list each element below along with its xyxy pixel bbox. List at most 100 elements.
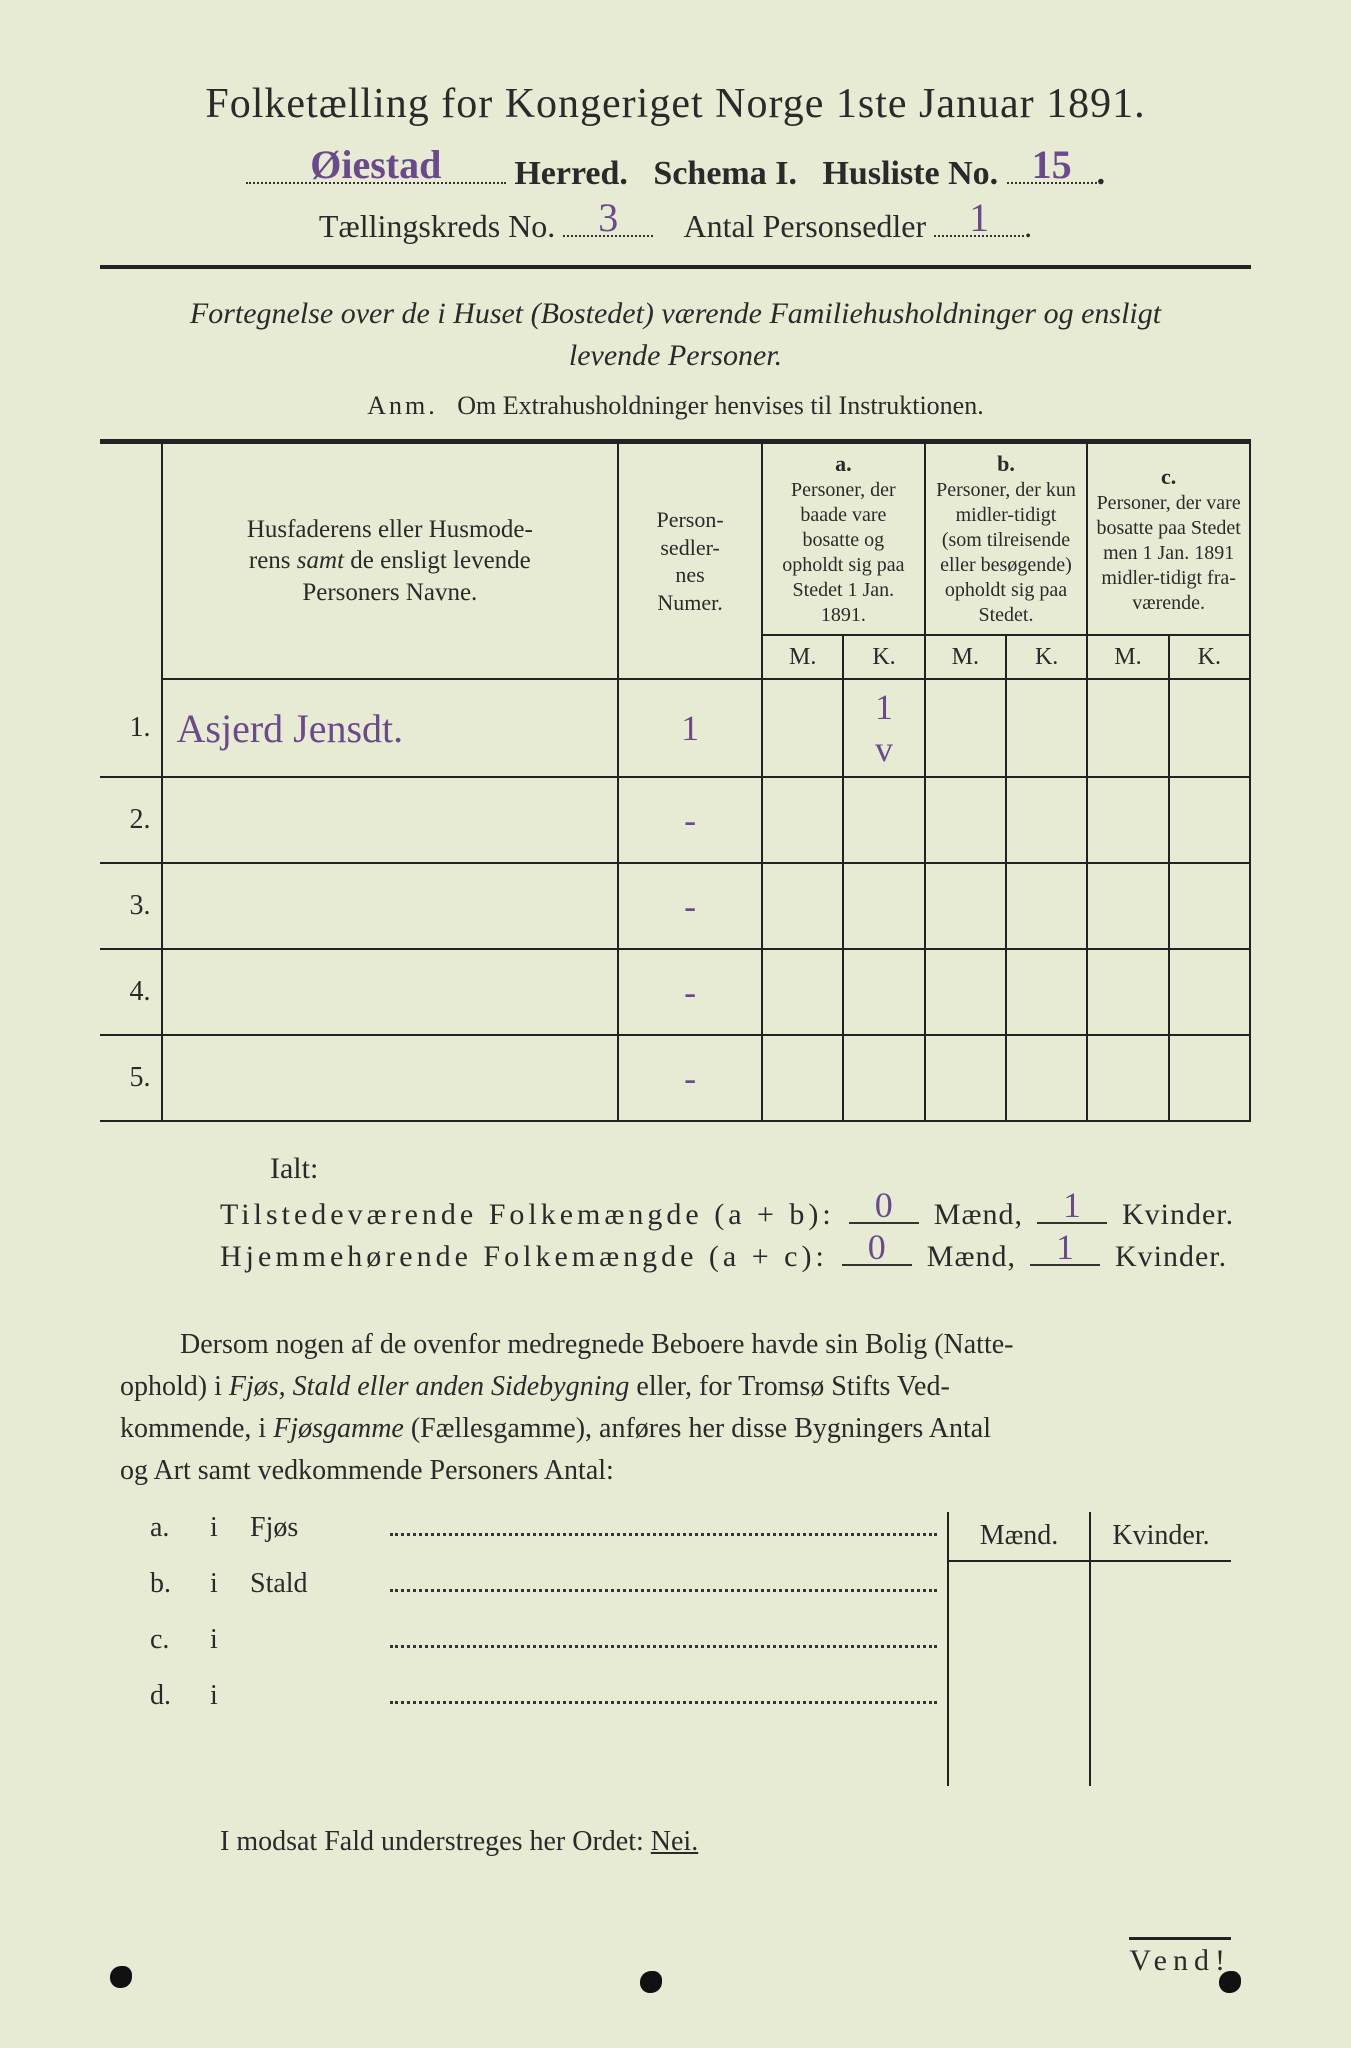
anm-label: Anm. [367, 391, 438, 420]
antal-field: 1 [934, 203, 1024, 237]
side-letter: b. [120, 1568, 210, 1600]
sum2-k-field: 1 [1030, 1264, 1100, 1266]
side-dots [390, 1569, 937, 1592]
a-m-cell [762, 1035, 843, 1121]
side-section: a.iFjøsb.iStaldc.id.i Mænd. Kvinder. [120, 1512, 1231, 1786]
paragraph: Dersom nogen af de ovenfor medregnede Be… [120, 1324, 1231, 1492]
row-number: 2. [100, 777, 162, 863]
side-i: i [210, 1680, 250, 1712]
col-a-header: a. Personer, der baade vare bosatte og o… [762, 442, 925, 636]
c-m-cell [1087, 777, 1168, 863]
col-a-m: M. [762, 635, 843, 679]
sum1-m-field: 0 [849, 1222, 919, 1224]
col-c-m: M. [1087, 635, 1168, 679]
a-k-cell [843, 949, 924, 1035]
divider [100, 265, 1251, 269]
side-row: c.i [120, 1624, 947, 1680]
table-row: 3.- [100, 863, 1250, 949]
header-line-2: Øiestad Herred. Schema I. Husliste No. 1… [100, 148, 1251, 193]
side-hdr-kvinder: Kvinder. [1089, 1512, 1231, 1560]
col-personsedler-header: Person-sedler-nesNumer. [618, 442, 762, 680]
ink-spot [110, 1966, 132, 1988]
a-m-cell [762, 863, 843, 949]
row-number: 1. [100, 679, 162, 777]
b-k-cell [1006, 863, 1087, 949]
col-c-k: K. [1169, 635, 1250, 679]
b-m-cell [925, 863, 1006, 949]
a-m-cell [762, 679, 843, 777]
c-k-cell [1169, 1035, 1250, 1121]
personsedler-cell: - [618, 1035, 762, 1121]
herred-field: Øiestad [246, 148, 506, 184]
anm-line: Anm. Om Extrahusholdninger henvises til … [100, 391, 1251, 421]
sum-line-2: Hjemmehørende Folkemængde (a + c): 0 Mæn… [220, 1240, 1251, 1274]
antal-label: Antal Personsedler [684, 208, 927, 244]
a-m-cell [762, 949, 843, 1035]
table-row: 2.- [100, 777, 1250, 863]
b-k-cell [1006, 1035, 1087, 1121]
c-m-cell [1087, 1035, 1168, 1121]
table-row: 4. - [100, 949, 1250, 1035]
personsedler-cell: - [618, 863, 762, 949]
side-letter: a. [120, 1512, 210, 1544]
name-cell [162, 949, 619, 1035]
side-i: i [210, 1512, 250, 1544]
anm-text: Om Extrahusholdninger henvises til Instr… [457, 391, 983, 420]
subtitle: Fortegnelse over de i Huset (Bostedet) v… [160, 293, 1191, 377]
a-k-cell [843, 777, 924, 863]
side-dots [390, 1513, 937, 1536]
sum2-m-field: 0 [842, 1264, 912, 1266]
name-cell [162, 777, 619, 863]
ink-spot [640, 1971, 662, 1993]
side-i: i [210, 1568, 250, 1600]
col-b-k: K. [1006, 635, 1087, 679]
table-row: 5.- [100, 1035, 1250, 1121]
row-number: 4. [100, 949, 162, 1035]
header-line-3: Tællingskreds No. 3 Antal Personsedler 1… [100, 203, 1251, 245]
personsedler-cell: 1 [618, 679, 762, 777]
kreds-label: Tællingskreds No. [319, 208, 555, 244]
side-letter: d. [120, 1680, 210, 1712]
a-k-cell [843, 863, 924, 949]
side-body-maend [949, 1562, 1089, 1786]
kreds-field: 3 [563, 203, 653, 237]
herred-label: Herred. [514, 155, 628, 192]
antal-handwritten: 1 [969, 194, 989, 241]
name-cell [162, 863, 619, 949]
a-m-cell [762, 777, 843, 863]
b-m-cell [925, 679, 1006, 777]
col-names-header: Husfaderens eller Husmode-rens samt de e… [162, 442, 619, 680]
b-m-cell [925, 1035, 1006, 1121]
side-i: i [210, 1624, 250, 1656]
vend-label: Vend! [1129, 1937, 1231, 1978]
col-a-k: K. [843, 635, 924, 679]
ink-spot [1219, 1971, 1241, 1993]
side-row: b.iStald [120, 1568, 947, 1624]
sum1-k-field: 1 [1037, 1222, 1107, 1224]
side-table: Mænd. Kvinder. [947, 1512, 1231, 1786]
a-k-cell: 1v [843, 679, 924, 777]
c-k-cell [1169, 679, 1250, 777]
b-k-cell [1006, 949, 1087, 1035]
husliste-handwritten: 15 [1032, 141, 1072, 188]
sum-line-1: Tilstedeværende Folkemængde (a + b): 0 M… [220, 1198, 1251, 1232]
personsedler-cell: - [618, 949, 762, 1035]
modsat-line: I modsat Fald understreges her Ordet: Ne… [220, 1826, 1251, 1858]
herred-handwritten: Øiestad [310, 141, 441, 188]
nei-word: Nei. [651, 1826, 698, 1857]
kreds-handwritten: 3 [598, 194, 618, 241]
c-m-cell [1087, 949, 1168, 1035]
c-m-cell [1087, 679, 1168, 777]
c-k-cell [1169, 863, 1250, 949]
col-c-header: c. Personer, der vare bosatte paa Stedet… [1087, 442, 1250, 636]
side-dots [390, 1625, 937, 1648]
page-title: Folketælling for Kongeriget Norge 1ste J… [100, 80, 1251, 128]
c-k-cell [1169, 949, 1250, 1035]
c-m-cell [1087, 863, 1168, 949]
b-m-cell [925, 949, 1006, 1035]
main-table: Husfaderens eller Husmode-rens samt de e… [100, 439, 1251, 1122]
a-k-cell [843, 1035, 924, 1121]
c-k-cell [1169, 777, 1250, 863]
side-label: Fjøs [250, 1512, 390, 1544]
col-b-header: b. Personer, der kun midler-tidigt (som … [925, 442, 1088, 636]
